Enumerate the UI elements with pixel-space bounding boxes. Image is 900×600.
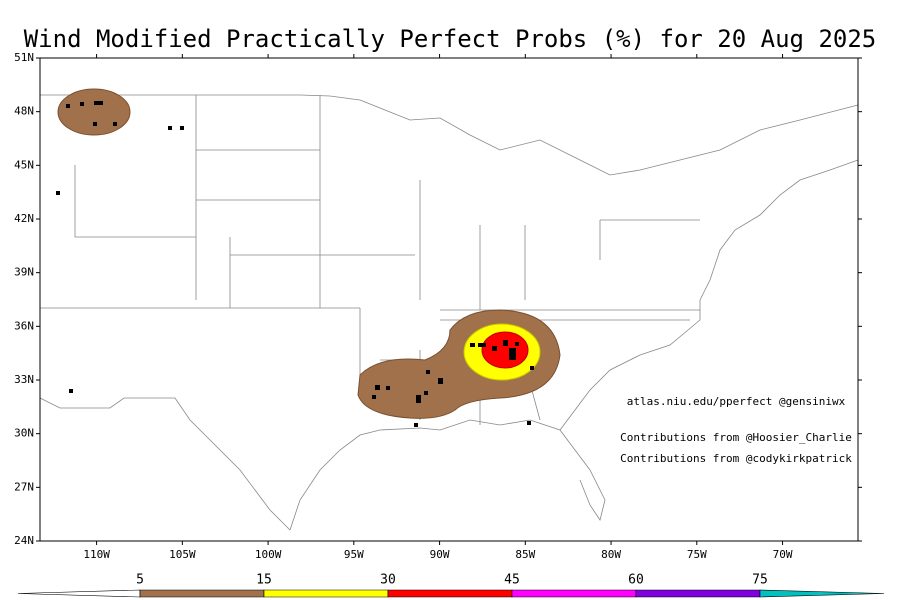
lat-label: 42N — [14, 212, 34, 225]
lat-label: 51N — [14, 51, 34, 64]
lat-label: 39N — [14, 266, 34, 279]
reports — [56, 101, 534, 427]
lat-label: 33N — [14, 373, 34, 386]
lon-label: 75W — [687, 548, 707, 561]
credit: Contributions from @Hoosier_Charlie — [620, 431, 852, 444]
lat-label: 27N — [14, 480, 34, 493]
colorbar-segment — [635, 589, 761, 598]
colorbar-label: 45 — [504, 573, 520, 588]
lat-label: 48N — [14, 105, 34, 118]
basemap — [39, 94, 859, 531]
colorbar-segment — [263, 589, 389, 598]
lon-label: 85W — [515, 548, 535, 561]
lon-label: 80W — [601, 548, 621, 561]
map-frame — [39, 57, 859, 542]
axes: 51N 48N 45N 42N 39N 36N 33N 30N 27N 24N 110W 105W 10… — [14, 51, 862, 561]
lon-label: 105W — [169, 548, 196, 561]
colorbar-label: 75 — [752, 573, 768, 588]
lat-label: 45N — [14, 158, 34, 171]
colorbar-segment — [387, 589, 513, 598]
colorbar: 5 15 30 45 60 75 — [17, 573, 885, 598]
lon-label: 70W — [773, 548, 793, 561]
prob-area — [481, 331, 529, 369]
lon-label: 100W — [255, 548, 282, 561]
lat-label: 24N — [14, 534, 34, 547]
colorbar-segment — [511, 589, 637, 598]
credits: atlas.niu.edu/pperfect @gensiniwx Contrib… — [620, 395, 852, 465]
prob-area — [57, 88, 131, 136]
colorbar-segment — [17, 589, 141, 598]
probability-contours — [56, 88, 561, 427]
colorbar-segment — [759, 589, 885, 598]
colorbar-label: 60 — [628, 573, 644, 588]
lat-label: 30N — [14, 427, 34, 440]
title: Wind Modified Practically Perfect Probs … — [24, 25, 877, 53]
colorbar-segment — [139, 589, 265, 598]
credit: Contributions from @codykirkpatrick — [620, 452, 852, 465]
lat-label: 36N — [14, 319, 34, 332]
colorbar-label: 30 — [380, 573, 396, 588]
lon-label: 90W — [430, 548, 450, 561]
lon-label: 110W — [83, 548, 110, 561]
colorbar-label: 15 — [256, 573, 272, 588]
credit: atlas.niu.edu/pperfect @gensiniwx — [627, 395, 846, 408]
colorbar-label: 5 — [136, 573, 144, 588]
lon-label: 95W — [344, 548, 364, 561]
